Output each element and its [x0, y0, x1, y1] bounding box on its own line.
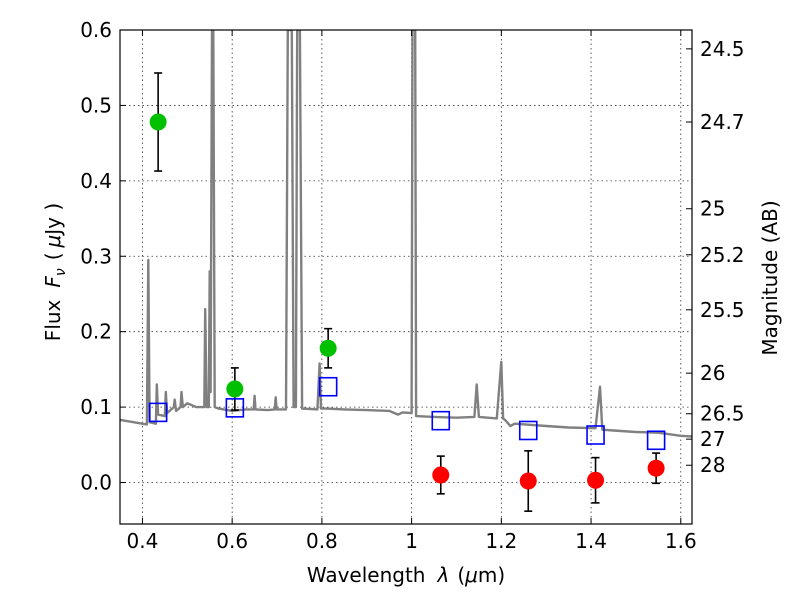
right-tick-label: 25 — [700, 197, 725, 221]
y-tick-label: 0.3 — [80, 244, 112, 268]
y-tick-label: 0.6 — [80, 18, 112, 42]
error-bars — [154, 72, 661, 512]
y-tick-label: 0.1 — [80, 395, 112, 419]
y-tick-label: 0.0 — [80, 471, 112, 495]
data-point — [647, 459, 665, 477]
x-tick-label: 1.2 — [485, 529, 517, 553]
x-tick-label: 1.4 — [575, 529, 607, 553]
data-point — [519, 472, 537, 490]
ticks: 0.4 0.6 0.8 1 1.2 1.4 1.6 0.0 0.1 0.2 0.3 0.4 0.5 0.6… — [80, 18, 744, 553]
y-axis-label: FluxFν(μJy ) — [41, 203, 69, 341]
model-photometry-square — [518, 420, 538, 441]
data-layer — [120, 30, 692, 438]
right-tick-label: 24.7 — [700, 110, 745, 134]
right-tick-label: 26.5 — [700, 402, 745, 426]
plot-background — [120, 30, 692, 524]
model-photometry-square — [148, 402, 168, 423]
model-spectrum-line — [120, 30, 692, 438]
right-axis-label: Magnitude (AB) — [758, 200, 782, 355]
right-tick-label: 27 — [700, 427, 725, 451]
model-photometry-square — [586, 425, 605, 445]
markers — [148, 113, 666, 490]
right-tick-label: 28 — [700, 453, 725, 477]
x-tick-label: 0.6 — [216, 529, 248, 553]
x-tick-label: 0.8 — [306, 529, 338, 553]
x-tick-label: 0.4 — [127, 529, 159, 553]
data-point — [587, 471, 605, 489]
right-tick-label: 24.5 — [700, 37, 745, 61]
data-point — [226, 380, 244, 398]
x-tick-label: 1.6 — [665, 529, 697, 553]
right-tick-label: 25.2 — [700, 243, 745, 267]
data-point — [319, 339, 337, 357]
y-tick-label: 0.5 — [80, 93, 112, 117]
model-photometry-square — [646, 430, 666, 451]
right-tick-label: 26 — [700, 361, 725, 385]
data-point — [149, 113, 167, 131]
y-tick-label: 0.2 — [80, 320, 112, 344]
x-axis-label: Wavelength λ (μm) — [307, 563, 505, 587]
model-photometry-square — [318, 376, 338, 397]
x-tick-label: 1 — [405, 529, 418, 553]
model-photometry-square — [225, 398, 245, 418]
plot-frame — [119, 29, 693, 525]
y-tick-label: 0.4 — [80, 169, 112, 193]
data-point — [432, 466, 450, 484]
right-tick-label: 25.5 — [700, 298, 745, 322]
model-photometry-square — [431, 410, 451, 431]
